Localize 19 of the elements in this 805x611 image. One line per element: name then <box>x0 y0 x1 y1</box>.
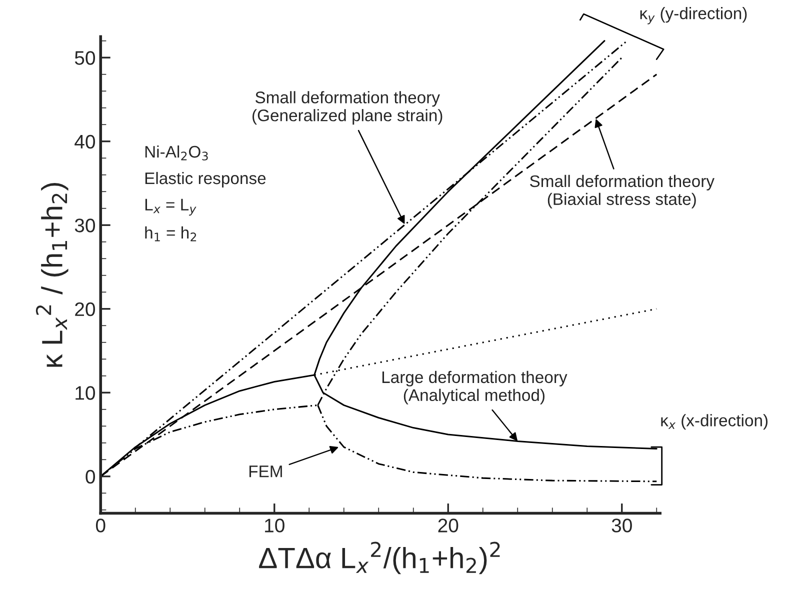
text: κ$_{y}$ (y-direction) <box>640 7 747 24</box>
x-tick-label: 0 <box>96 518 106 532</box>
annotation: Large deformation theory (Analytical method) <box>382 370 568 404</box>
y-tick-label: 0 <box>86 470 96 484</box>
y-tick-label: 20 <box>75 302 96 316</box>
x-tick-label: 20 <box>438 518 458 532</box>
y-tick-label: 50 <box>74 51 96 65</box>
y-axis-title: κ L$_{x}$$^{2}$ / (h$_{1}$+h$_{2}$) <box>36 183 68 367</box>
x-tick-label: 10 <box>265 518 284 532</box>
y-tick-label: 40 <box>74 134 96 149</box>
y-tick-label: 30 <box>74 218 96 232</box>
text: Ni-Al$_{2}$O$_{3}$ Elastic response L$_{x}$ = L$_{y}$ h$_{1}$ = h$_{2}$ <box>145 145 266 242</box>
annotation: Small deformation theory (Generalized plane strain) <box>252 91 442 125</box>
annotation: FEM <box>249 466 282 478</box>
x-tick-label: 30 <box>612 518 632 532</box>
annotation: Small deformation theory (Biaxial stress state) <box>530 174 714 208</box>
text: ΔTΔα L$_{x}$$^{2}$/(h$_{1}$+h$_{2}$)$^{2}$ <box>259 542 500 574</box>
y-tick-label: 10 <box>76 386 96 400</box>
text: κ$_{x}$ (x-direction) <box>661 414 768 430</box>
